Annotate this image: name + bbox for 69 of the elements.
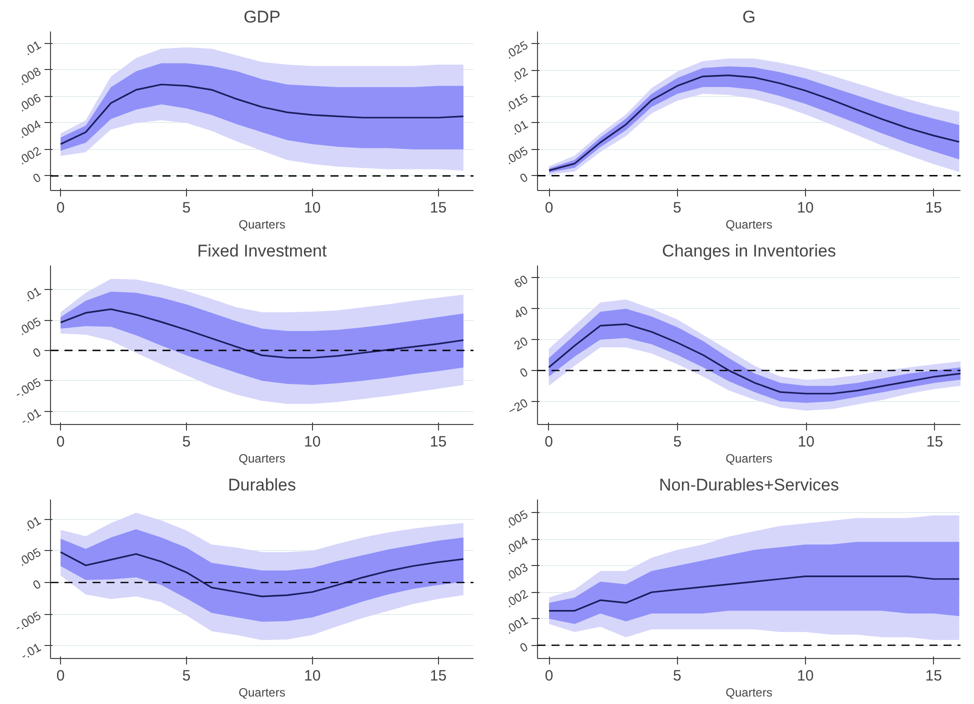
- x-tick-label: 0: [56, 668, 65, 684]
- chart-title: Non-Durables+Services: [659, 476, 840, 494]
- x-tick-label: 0: [56, 434, 65, 450]
- x-tick-label: 5: [673, 200, 682, 216]
- y-tick-label: .006: [16, 90, 44, 115]
- y-tick-label: .008: [16, 64, 44, 88]
- y-tick-label: .015: [503, 90, 531, 115]
- x-tick-label: 10: [304, 668, 321, 684]
- y-tick-label: -.005: [12, 375, 44, 401]
- y-tick-label: .01: [22, 38, 44, 58]
- y-tick-label: .003: [503, 560, 531, 584]
- y-tick-label: .004: [503, 533, 531, 558]
- x-tick-label: 5: [673, 668, 682, 684]
- y-tick-label: .005: [503, 506, 531, 531]
- x-tick-label: 15: [430, 434, 447, 450]
- x-axis-title: Quarters: [238, 686, 286, 700]
- x-tick-label: 5: [182, 434, 191, 450]
- y-tick-label: -.005: [12, 608, 44, 634]
- y-tick-label: .002: [503, 586, 531, 610]
- y-tick-label: .005: [16, 545, 44, 569]
- x-axis-title: Quarters: [238, 218, 286, 232]
- chart-title: GDP: [244, 8, 280, 26]
- y-tick-label: .004: [16, 117, 44, 142]
- y-tick-label: .01: [22, 284, 44, 305]
- x-tick-label: 10: [304, 434, 321, 450]
- chart-title: Durables: [228, 476, 296, 494]
- y-tick-label: .005: [503, 144, 531, 168]
- x-tick-label: 15: [926, 434, 944, 450]
- y-tick-label: .01: [508, 117, 531, 138]
- y-tick-label: .002: [16, 144, 44, 168]
- y-tick-label: .025: [503, 38, 531, 62]
- y-tick-label: −20: [506, 396, 531, 418]
- x-tick-label: 10: [797, 200, 814, 216]
- y-tick-label: -.01: [18, 640, 44, 663]
- y-tick-label: 20: [512, 334, 531, 353]
- y-tick-label: .005: [16, 314, 44, 338]
- x-axis-title: Quarters: [726, 452, 772, 466]
- x-tick-label: 5: [673, 434, 682, 450]
- y-tick-label: 0: [517, 170, 531, 186]
- y-tick-label: 0: [517, 364, 531, 380]
- y-tick-label: 0: [30, 576, 44, 592]
- x-tick-label: 15: [430, 200, 447, 216]
- y-tick-label: -.01: [18, 405, 44, 428]
- x-tick-label: 0: [544, 434, 553, 450]
- x-tick-label: 0: [544, 668, 554, 684]
- x-tick-label: 10: [797, 668, 814, 684]
- x-tick-label: 15: [925, 668, 942, 684]
- chart-title: Changes in Inventories: [662, 242, 836, 260]
- chart-title: Fixed Investment: [197, 242, 327, 260]
- x-axis-title: Quarters: [726, 686, 772, 700]
- y-tick-label: 0: [30, 170, 44, 186]
- y-tick-label: 0: [517, 639, 531, 656]
- y-tick-label: 40: [512, 302, 531, 322]
- x-tick-label: 10: [798, 434, 814, 450]
- x-tick-label: 5: [182, 200, 191, 216]
- x-tick-label: 0: [544, 200, 554, 216]
- y-tick-label: 60: [512, 272, 531, 292]
- x-axis-title: Quarters: [238, 452, 286, 466]
- x-tick-label: 5: [182, 668, 191, 684]
- y-tick-label: .001: [503, 612, 531, 637]
- y-tick-label: .01: [22, 513, 44, 534]
- x-tick-label: 0: [56, 200, 65, 216]
- chart-title: G: [742, 8, 756, 26]
- x-axis-title: Quarters: [726, 218, 772, 232]
- x-tick-label: 15: [430, 668, 447, 684]
- x-tick-label: 15: [925, 200, 942, 216]
- x-tick-label: 10: [304, 200, 321, 216]
- y-tick-label: 0: [30, 344, 44, 360]
- y-tick-label: .02: [508, 64, 531, 85]
